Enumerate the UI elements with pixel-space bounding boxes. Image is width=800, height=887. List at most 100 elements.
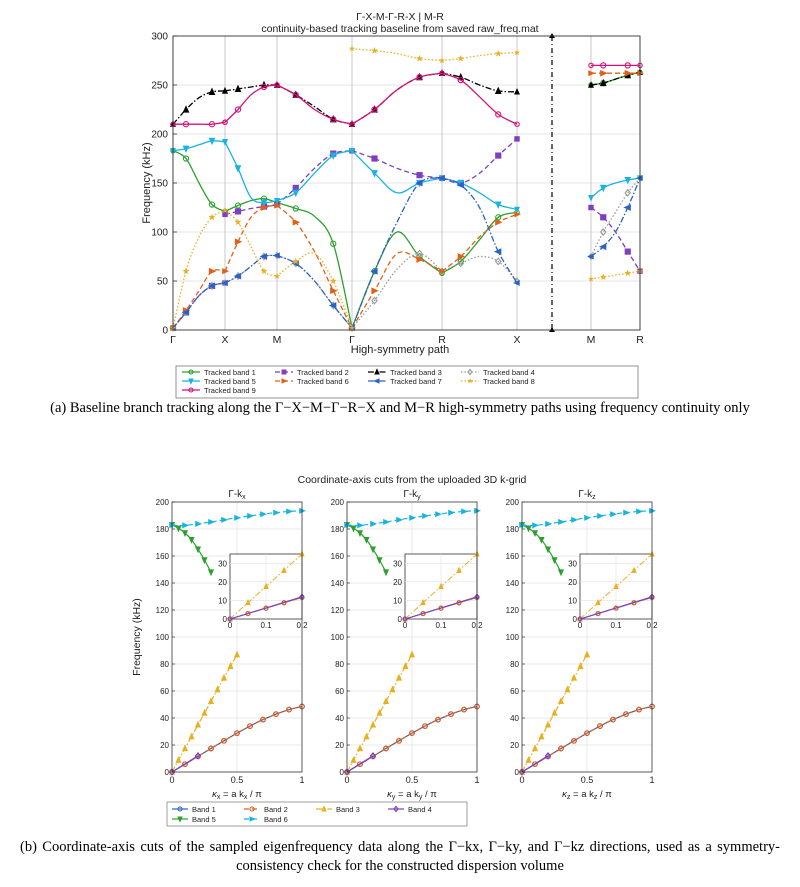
data-point xyxy=(376,708,383,716)
data-point xyxy=(597,723,603,729)
series-line xyxy=(171,654,238,773)
data-point xyxy=(624,188,632,197)
chart-a-xlabel: High-symmetry path xyxy=(351,344,449,356)
data-point xyxy=(513,279,520,286)
data-point xyxy=(370,46,379,54)
break-marker-bottom xyxy=(549,327,555,332)
x-tick-label: 0 xyxy=(519,775,524,785)
data-point xyxy=(538,732,545,740)
data-point xyxy=(448,509,456,516)
inset-point xyxy=(263,582,269,589)
data-point xyxy=(201,557,208,565)
inset-point xyxy=(227,615,233,623)
legend-marker xyxy=(188,369,194,375)
legend-label: Tracked band 7 xyxy=(390,377,442,386)
series-line xyxy=(521,654,588,773)
data-point xyxy=(168,768,176,776)
series-line xyxy=(441,211,518,274)
y-tick-label: 100 xyxy=(151,228,168,239)
series-line xyxy=(590,71,641,86)
data-point xyxy=(221,207,229,214)
data-point xyxy=(371,296,378,305)
data-point xyxy=(514,87,520,95)
data-point xyxy=(222,86,228,94)
data-point xyxy=(208,267,217,275)
legend-marker xyxy=(177,816,183,823)
inset-y-tick-label: 0 xyxy=(573,615,578,624)
data-point xyxy=(438,57,446,64)
x-tick-label-Γ: Γ xyxy=(170,334,176,346)
data-point xyxy=(457,76,464,84)
inset-y-tick-label: 20 xyxy=(393,578,402,587)
data-point xyxy=(220,673,228,681)
data-point xyxy=(273,509,281,516)
data-point xyxy=(495,214,502,221)
x-tick-label: 0 xyxy=(169,775,174,785)
data-point xyxy=(557,569,565,577)
x-tick-label: 0.5 xyxy=(406,775,419,785)
y-tick-label: 50 xyxy=(157,277,169,288)
data-point xyxy=(260,204,269,211)
legend-label: Band 6 xyxy=(264,815,288,824)
data-point xyxy=(182,121,190,128)
data-point xyxy=(438,175,445,182)
data-point xyxy=(175,525,182,533)
y-tick-label: 140 xyxy=(156,579,170,588)
x-tick-label: 1 xyxy=(474,775,479,785)
y-tick-label: 160 xyxy=(506,552,520,561)
y-tick-label: 60 xyxy=(160,687,169,696)
series-line xyxy=(351,177,443,329)
data-point xyxy=(234,165,242,173)
inset-y-tick-label: 10 xyxy=(393,596,402,605)
chart-a: 0 50 100 150 200 250 300 Γ X M Γ R X M R Γ-X-M-Γ-R-X | … xyxy=(141,11,644,399)
inset-x-tick-label: 0 xyxy=(403,621,408,630)
data-point xyxy=(624,69,633,77)
series-line xyxy=(351,150,443,179)
inset-x-tick-label: 0.1 xyxy=(260,621,272,630)
data-point xyxy=(292,91,299,98)
y-tick-label: 40 xyxy=(335,714,344,723)
data-point xyxy=(584,514,592,521)
data-point xyxy=(292,205,299,212)
legend-marker xyxy=(188,387,194,393)
y-tick-label: 200 xyxy=(506,498,520,507)
data-point xyxy=(208,121,216,128)
data-point xyxy=(494,86,502,94)
legend-marker xyxy=(249,816,256,822)
data-point xyxy=(570,673,578,681)
series-line xyxy=(346,654,413,773)
data-point xyxy=(597,512,605,519)
data-point xyxy=(598,243,607,251)
panel-xlabel: κy = a ky / π xyxy=(387,789,437,801)
series-line xyxy=(441,72,518,93)
data-point xyxy=(587,253,594,260)
legend-label: Tracked band 1 xyxy=(204,368,256,377)
y-tick-label: 20 xyxy=(335,741,344,750)
data-point xyxy=(350,756,357,763)
x-tick-label-M: M xyxy=(273,334,282,346)
legend-marker xyxy=(373,378,380,384)
y-tick-label: 80 xyxy=(335,660,344,669)
inset-y-tick-label: 0 xyxy=(398,615,403,624)
data-point xyxy=(222,268,229,275)
y-tick-label: 150 xyxy=(151,179,168,190)
data-point xyxy=(357,761,363,768)
data-point xyxy=(587,275,595,282)
x-tick-label-X: X xyxy=(513,334,520,346)
series-line xyxy=(172,140,226,152)
xlabel-part: / π xyxy=(247,789,262,800)
x-tick-label-R: R xyxy=(636,334,644,346)
series-line xyxy=(276,201,353,329)
x-tick-label-Γ: Γ xyxy=(349,334,355,346)
series-line xyxy=(172,90,226,125)
series-line xyxy=(441,138,518,184)
y-tick-label: 80 xyxy=(160,660,169,669)
y-tick-label: 40 xyxy=(510,714,519,723)
series-line xyxy=(590,177,641,257)
caption-a: (a) Baseline branch tracking along the Γ… xyxy=(50,400,750,416)
y-tick-label: 100 xyxy=(331,633,345,642)
series-line xyxy=(224,141,278,204)
series-line xyxy=(172,150,226,212)
inset-line xyxy=(404,596,478,620)
